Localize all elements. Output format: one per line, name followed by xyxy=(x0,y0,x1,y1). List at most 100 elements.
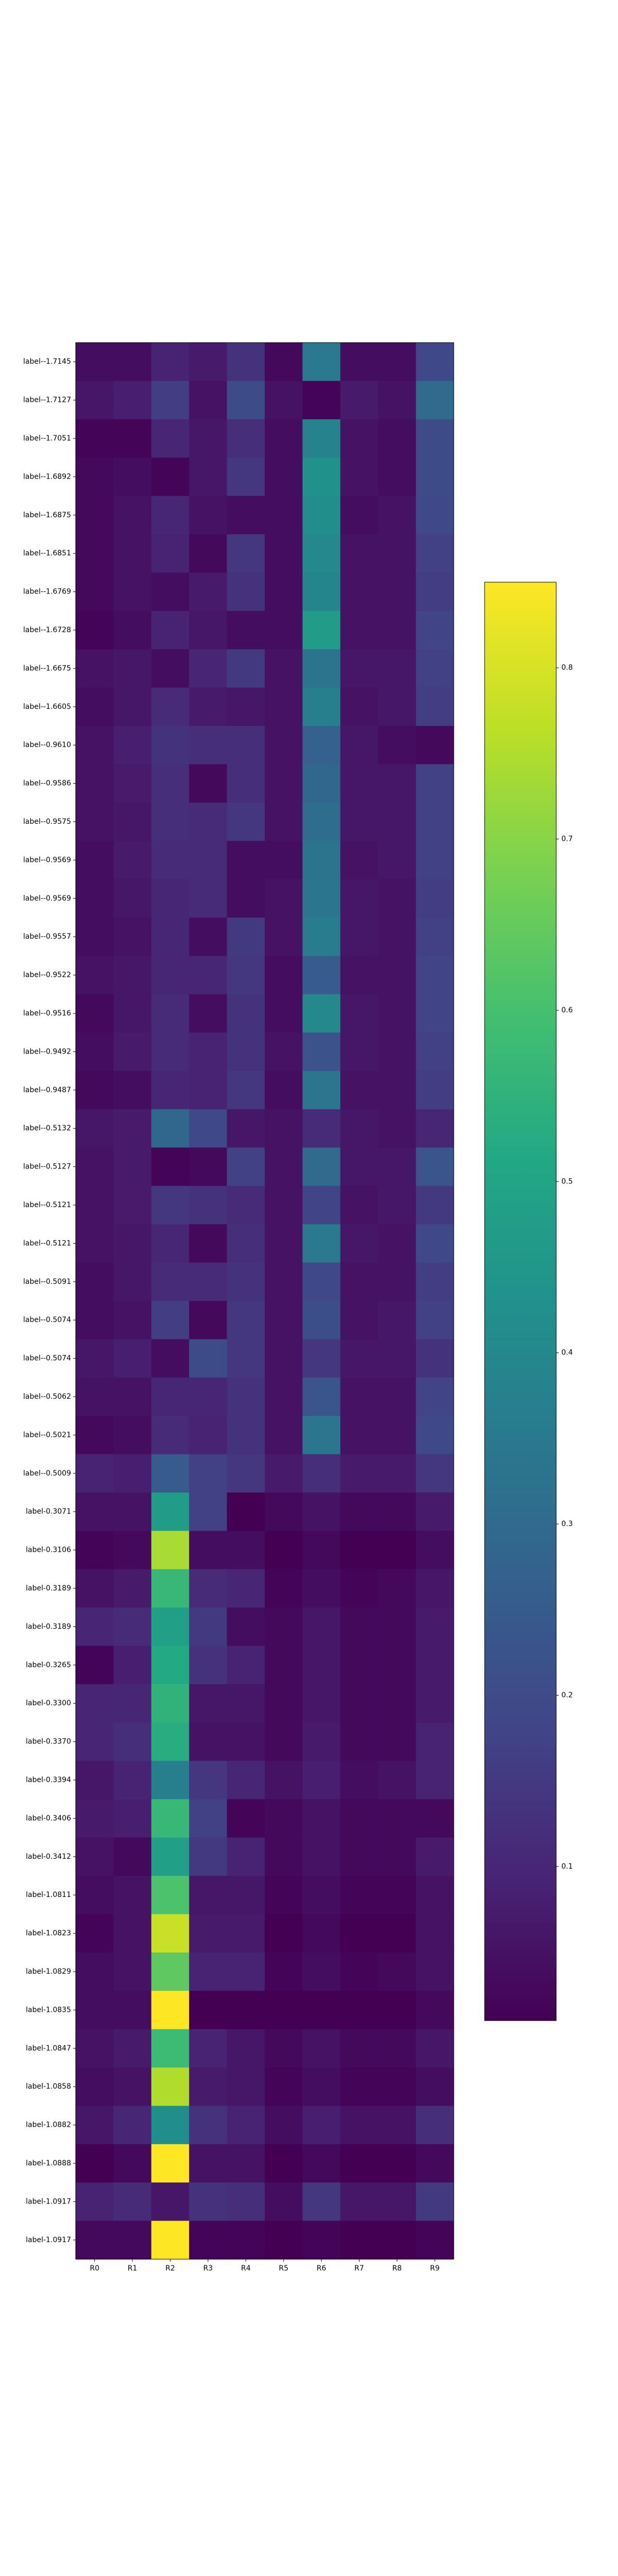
row-label: label-0.3370 xyxy=(26,1738,71,1746)
heatmap-cell xyxy=(265,1032,303,1072)
heatmap-cell xyxy=(189,1569,228,1608)
heatmap-cell xyxy=(265,726,303,765)
heatmap-cell xyxy=(76,2144,114,2183)
heatmap-cell xyxy=(151,1416,190,1455)
heatmap-cell xyxy=(302,419,341,458)
heatmap-cell xyxy=(265,611,303,650)
heatmap-cell xyxy=(151,1531,190,1570)
row-label: label-0.3189 xyxy=(26,1584,71,1592)
heatmap-cell xyxy=(302,1147,341,1187)
heatmap-cell xyxy=(76,802,114,841)
heatmap-cell xyxy=(113,2182,152,2222)
heatmap-cell xyxy=(113,918,152,956)
heatmap-cell xyxy=(340,1147,379,1187)
heatmap-cell xyxy=(265,764,303,803)
heatmap-cell xyxy=(151,649,190,688)
heatmap-cell xyxy=(227,419,265,458)
heatmap-cell xyxy=(76,1876,114,1914)
heatmap-cell xyxy=(227,381,265,420)
heatmap-cell xyxy=(340,1607,379,1647)
heatmap-cell xyxy=(265,1301,303,1340)
heatmap-cell xyxy=(151,2067,190,2106)
heatmap-cell xyxy=(189,1185,228,1225)
heatmap-cell xyxy=(113,1109,152,1148)
heatmap-cell xyxy=(151,994,190,1033)
heatmap-cell xyxy=(265,1646,303,1685)
row-label: label--0.9522 xyxy=(23,971,71,979)
heatmap-cell xyxy=(189,1876,228,1914)
heatmap-cell xyxy=(416,1646,454,1685)
heatmap-cell xyxy=(302,1224,341,1263)
heatmap-cell xyxy=(189,1952,228,1991)
heatmap-cell xyxy=(76,1914,114,1953)
row-label: label--1.6728 xyxy=(23,626,71,634)
heatmap-cell xyxy=(76,1339,114,1378)
heatmap-cell xyxy=(113,1416,152,1455)
heatmap-cell xyxy=(151,2029,190,2068)
heatmap-cell xyxy=(227,2221,265,2260)
heatmap-cell xyxy=(265,2144,303,2183)
heatmap-cell xyxy=(189,1224,228,1263)
heatmap-cell xyxy=(265,2221,303,2260)
heatmap-cell xyxy=(76,2221,114,2260)
heatmap-cell xyxy=(189,1416,228,1455)
heatmap-cell xyxy=(227,2067,265,2106)
heatmap-cell xyxy=(189,611,228,650)
heatmap-cell xyxy=(151,1339,190,1378)
heatmap-cell xyxy=(378,611,417,650)
heatmap-cell xyxy=(340,1416,379,1455)
heatmap-cell xyxy=(189,1722,228,1761)
heatmap-cell xyxy=(76,611,114,650)
heatmap-cell xyxy=(151,687,190,726)
heatmap-cell xyxy=(340,802,379,841)
heatmap-cell xyxy=(151,1224,190,1263)
heatmap-cell xyxy=(378,534,417,573)
heatmap-cell xyxy=(378,1416,417,1455)
heatmap-cell xyxy=(416,1607,454,1647)
heatmap-cell xyxy=(378,649,417,688)
heatmap-cell xyxy=(113,611,152,650)
heatmap-cell xyxy=(227,1799,265,1838)
heatmap-cell xyxy=(416,687,454,726)
heatmap-cell xyxy=(340,1684,379,1723)
heatmap-cell xyxy=(189,1147,228,1187)
heatmap-cell xyxy=(189,1991,228,2030)
heatmap-cell xyxy=(113,381,152,420)
heatmap-cell xyxy=(227,1301,265,1340)
heatmap-cell xyxy=(340,1952,379,1991)
heatmap-cell xyxy=(378,1876,417,1914)
row-label: label-0.3406 xyxy=(26,1814,71,1822)
row-label: label--0.5009 xyxy=(23,1469,71,1478)
heatmap-cell xyxy=(302,918,341,956)
heatmap-cell xyxy=(76,879,114,918)
heatmap-cell xyxy=(151,1071,190,1110)
heatmap-cell xyxy=(227,1569,265,1608)
column-label: R5 xyxy=(279,2264,288,2273)
heatmap-cell xyxy=(76,1109,114,1148)
heatmap-cell xyxy=(76,1377,114,1416)
heatmap-cell xyxy=(302,1454,341,1493)
heatmap-cell xyxy=(340,1531,379,1570)
heatmap-cell xyxy=(76,1147,114,1187)
heatmap-cell xyxy=(340,1109,379,1148)
heatmap-cell xyxy=(416,802,454,841)
heatmap-cell xyxy=(340,1071,379,1110)
heatmap-cell xyxy=(378,1147,417,1187)
heatmap-cell xyxy=(340,1032,379,1072)
heatmap-cell xyxy=(265,687,303,726)
column-label: R8 xyxy=(392,2264,402,2273)
heatmap-cell xyxy=(378,1799,417,1838)
heatmap-cell xyxy=(227,1837,265,1876)
heatmap-cell xyxy=(227,956,265,995)
heatmap-cell xyxy=(416,956,454,995)
heatmap-cell xyxy=(151,381,190,420)
heatmap-cell xyxy=(227,2106,265,2145)
heatmap-cell xyxy=(378,1569,417,1608)
heatmap-cell xyxy=(416,2182,454,2222)
heatmap-cell xyxy=(416,1224,454,1263)
heatmap-cell xyxy=(302,1684,341,1723)
heatmap-cell xyxy=(378,1722,417,1761)
heatmap-cell xyxy=(340,1569,379,1608)
colorbar-tick-label: 0.2 xyxy=(561,1691,573,1699)
heatmap-cell xyxy=(416,381,454,420)
